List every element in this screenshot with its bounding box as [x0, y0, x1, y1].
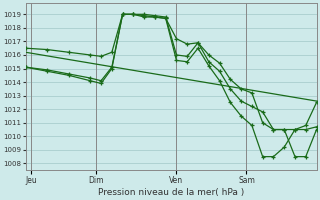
X-axis label: Pression niveau de la mer( hPa ): Pression niveau de la mer( hPa )	[98, 188, 244, 197]
